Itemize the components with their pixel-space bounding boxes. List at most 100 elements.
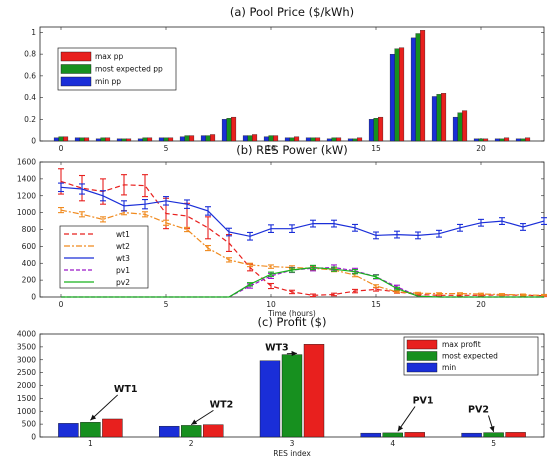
bar-min — [284, 137, 290, 142]
x-tick-label: 0 — [59, 144, 64, 153]
bar-min — [95, 138, 101, 142]
bar-expected — [415, 33, 421, 142]
bar-expected — [436, 94, 442, 142]
y-tick-label: 1200 — [17, 191, 36, 200]
bar-min — [368, 119, 374, 142]
y-tick-label: 2000 — [17, 381, 36, 390]
res-power-chart: (b) RES Power (kW)0200400600800100012001… — [17, 143, 547, 318]
bar-max — [303, 344, 325, 438]
bar-expected — [478, 138, 484, 142]
bar-min — [74, 137, 80, 142]
x-tick-label: 20 — [476, 300, 486, 309]
legend-swatch — [406, 362, 438, 373]
bar-min — [452, 116, 458, 142]
y-tick-label: 0 — [31, 433, 36, 442]
bar-min — [137, 138, 143, 142]
annotation-label: WT1 — [114, 384, 138, 395]
bar-expected — [281, 354, 303, 438]
x-tick-label: 0 — [59, 300, 64, 309]
bar-expected — [483, 432, 504, 438]
pool-price-chart: (a) Pool Price ($/kWh)00.20.40.60.810 5 10… — [24, 5, 545, 153]
y-tick-label: 800 — [22, 225, 37, 234]
x-tick-label: 10 — [266, 300, 276, 309]
bar-expected — [180, 425, 202, 438]
bar-max — [102, 418, 123, 438]
x-tick-label: 4 — [390, 439, 395, 448]
bar-expected — [121, 138, 127, 142]
series-line-pv2 — [61, 266, 544, 298]
bar-expected — [100, 137, 106, 142]
bar-min — [53, 137, 59, 142]
x-axis-label: RES index — [273, 449, 311, 458]
chart-title: (a) Pool Price ($/kWh) — [230, 5, 354, 19]
bar-expected — [394, 48, 400, 142]
bar-expected — [58, 136, 64, 142]
y-tick-label: 0.4 — [24, 93, 36, 102]
series-line-wt2 — [60, 209, 545, 296]
bar-max — [84, 137, 90, 142]
bar-min — [179, 136, 185, 142]
legend — [59, 225, 149, 289]
bar-min — [389, 53, 395, 142]
y-tick-label: 1 — [31, 28, 36, 37]
annotation-arrowhead — [397, 425, 404, 432]
bar-min — [410, 37, 416, 142]
legend-label: wt1 — [116, 230, 130, 239]
bar-expected — [520, 138, 526, 142]
bar-min — [158, 425, 180, 438]
bar-min — [494, 138, 500, 142]
bar-min — [515, 138, 521, 142]
bar-max — [504, 137, 510, 142]
bar-min — [263, 136, 269, 142]
legend-label: most expected — [442, 352, 498, 361]
x-tick-label: 3 — [290, 439, 295, 448]
y-tick-label: 0 — [31, 137, 36, 146]
bar-expected — [373, 118, 379, 142]
bar-max — [168, 137, 174, 142]
annotation-arrowhead — [489, 425, 495, 432]
bar-max — [210, 134, 216, 142]
y-tick-label: 600 — [22, 242, 37, 251]
y-tick-label: 3000 — [17, 355, 36, 364]
bar-min — [326, 138, 332, 142]
x-tick-label: 2 — [189, 439, 194, 448]
bar-min — [473, 138, 479, 142]
bar-min — [200, 135, 206, 142]
bar-max — [126, 138, 132, 142]
x-tick-label: 20 — [476, 144, 486, 153]
x-tick-label: 5 — [164, 144, 169, 153]
bar-max — [231, 116, 237, 142]
y-tick-label: 1000 — [17, 208, 36, 217]
legend-swatch — [60, 51, 92, 62]
bar-max — [202, 424, 224, 438]
chart-title: (c) Profit ($) — [258, 315, 327, 329]
y-tick-label: 0.6 — [24, 71, 36, 80]
bar-max — [404, 432, 425, 438]
annotation-arrowhead — [291, 350, 298, 357]
bar-expected — [79, 137, 85, 142]
bar-expected — [80, 422, 101, 438]
bar-expected — [310, 137, 316, 142]
bar-max — [336, 137, 342, 142]
legend-label: max pp — [95, 52, 123, 61]
y-tick-label: 4000 — [17, 330, 36, 339]
legend-label: min pp — [95, 77, 121, 86]
series-line-wt3 — [60, 186, 545, 237]
bar-min — [116, 138, 122, 142]
bar-expected — [163, 137, 169, 142]
bar-max — [399, 47, 405, 142]
bar-max — [441, 93, 447, 142]
legend-label: min — [442, 363, 456, 372]
y-tick-label: 0 — [31, 293, 36, 302]
legend-label: pv2 — [116, 278, 130, 287]
bar-min — [305, 137, 311, 142]
y-tick-label: 1600 — [17, 158, 36, 167]
y-tick-label: 3500 — [17, 342, 36, 351]
bar-expected — [205, 135, 211, 142]
bar-expected — [352, 138, 358, 142]
bar-min — [347, 138, 353, 142]
bar-min — [259, 360, 281, 438]
y-tick-label: 1400 — [17, 174, 36, 183]
bar-min — [58, 423, 79, 438]
